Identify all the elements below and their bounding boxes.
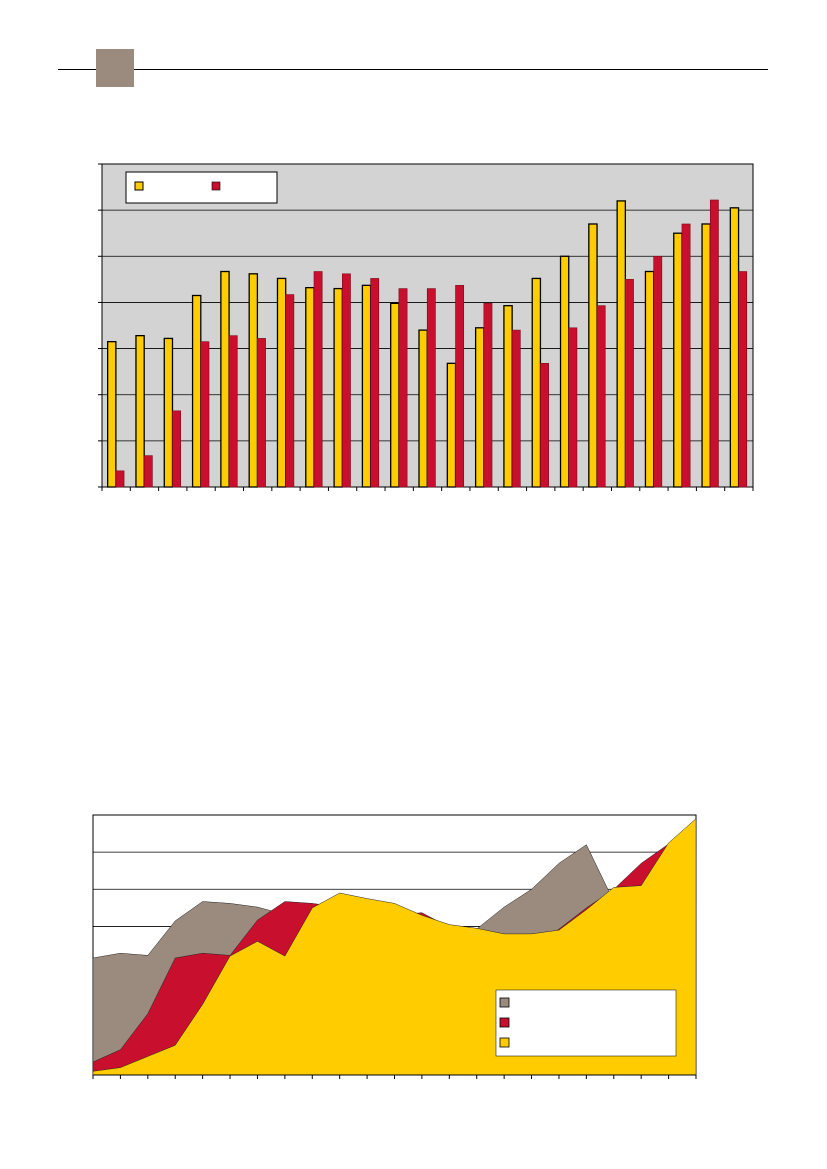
legend-swatch-series-1 <box>134 181 144 191</box>
bar-series-2 <box>426 288 436 488</box>
bar-series-2 <box>370 278 380 488</box>
bar-series-1 <box>559 255 570 488</box>
bar-series-2 <box>511 329 521 488</box>
bar-series-1 <box>588 223 598 488</box>
bar-series-2 <box>398 288 408 488</box>
bar-series-2 <box>568 327 578 488</box>
bar-series-2 <box>455 285 465 488</box>
legend-swatch-area-1 <box>499 997 510 1008</box>
bar-series-1 <box>446 362 457 488</box>
header-rule <box>58 69 768 70</box>
bar-series-1 <box>474 327 485 488</box>
bar-series-1 <box>503 305 513 488</box>
bar-series-1 <box>135 335 145 488</box>
bar-series-2 <box>342 273 351 488</box>
bar-series-1 <box>248 273 259 488</box>
bar-series-2 <box>285 294 295 488</box>
bar-series-2 <box>625 279 634 488</box>
bar-series-1 <box>701 223 711 488</box>
legend-box <box>125 171 278 204</box>
bar-series-2 <box>257 338 266 488</box>
header-accent-square <box>96 49 134 87</box>
bar-series-2 <box>172 410 181 488</box>
bar-series-1 <box>276 277 287 488</box>
bar-series-1 <box>418 329 428 488</box>
bar-series-1 <box>191 294 202 488</box>
bar-series-1 <box>644 270 655 488</box>
bar-series-2 <box>313 271 323 488</box>
bar-series-2 <box>653 255 663 488</box>
bar-series-2 <box>540 363 549 488</box>
bar-series-1 <box>220 270 230 488</box>
bar-series-1 <box>333 287 343 488</box>
bar-series-2 <box>228 335 238 488</box>
bar-series-2 <box>738 271 748 488</box>
bar-series-1 <box>673 232 683 488</box>
bar-series-2 <box>483 303 493 488</box>
bar-series-2 <box>596 305 606 488</box>
bar-series-2 <box>681 223 691 488</box>
bar-series-2 <box>143 455 153 488</box>
bar-series-1 <box>390 302 400 488</box>
bar-series-1 <box>163 337 174 488</box>
bar-series-2 <box>115 470 125 488</box>
legend-swatch-area-3 <box>499 1037 510 1048</box>
bar-series-1 <box>305 287 315 488</box>
legend-box-2 <box>495 989 677 1057</box>
bar-series-1 <box>107 340 117 488</box>
bar-series-1 <box>531 277 542 488</box>
legend-swatch-area-2 <box>499 1017 510 1028</box>
legend-swatch-series-2 <box>211 181 221 191</box>
bar-series-2 <box>200 341 210 488</box>
bar-series-1 <box>729 207 740 488</box>
bar-series-1 <box>361 284 372 488</box>
bar-series-1 <box>616 200 626 488</box>
bar-series-2 <box>709 199 719 488</box>
